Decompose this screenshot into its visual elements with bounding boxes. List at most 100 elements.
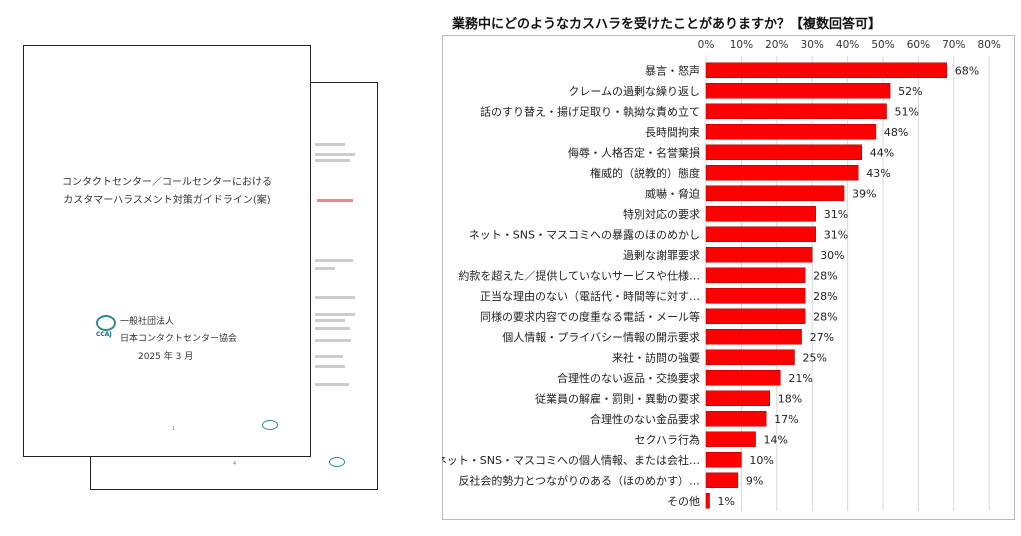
value-label: 52% [898, 85, 922, 98]
logo-text: CCAJ [96, 331, 112, 338]
bar [705, 83, 891, 99]
category-label: 特別対応の要求 [623, 207, 700, 221]
text-line [315, 383, 349, 386]
category-label: 来社・訪問の強要 [612, 350, 700, 364]
bar [705, 226, 816, 242]
value-label: 1% [718, 495, 735, 508]
category-label: ネット・SNS・マスコミへの個人情報、または会社… [442, 453, 700, 467]
value-label: 17% [774, 413, 798, 426]
document-front-page: コンタクトセンター／コールセンターにおける カスタマーハラスメント対策ガイドライ… [23, 45, 311, 457]
bar [705, 144, 863, 160]
category-label: 従業員の解雇・罰則・異動の要求 [535, 391, 700, 405]
logo-icon [262, 420, 278, 430]
bar [705, 288, 806, 304]
value-label: 39% [852, 187, 876, 200]
x-tick-label: 40% [836, 39, 859, 51]
x-tick-label: 10% [730, 39, 753, 51]
category-label: 長時間拘束 [645, 125, 700, 139]
category-label: 約款を超えた／提供していないサービスや仕様… [458, 268, 700, 282]
category-label: 暴言・怒声 [645, 63, 700, 77]
value-label: 27% [810, 331, 834, 344]
page-number: 4 [233, 461, 237, 467]
bar [705, 124, 877, 140]
text-line [315, 143, 345, 146]
x-tick-label: 20% [765, 39, 788, 51]
x-tick-label: 30% [801, 39, 824, 51]
category-label: 合理性のない金品要求 [590, 412, 700, 426]
bar [705, 349, 795, 365]
document-title-line-2: カスタマーハラスメント対策ガイドライン(案) [63, 195, 271, 206]
x-tick-label: 60% [907, 39, 930, 51]
bar [705, 472, 739, 488]
category-label: 個人情報・プライバシー情報の開示要求 [502, 331, 700, 344]
text-line-red [317, 199, 353, 202]
ccaj-logo-icon: CCAJ [96, 314, 118, 338]
x-tick-label: 50% [871, 39, 894, 51]
bar [705, 390, 770, 406]
text-line [315, 313, 355, 316]
category-label: 侮辱・人格否定・名誉棄損 [568, 145, 700, 159]
value-label: 51% [895, 105, 919, 118]
category-label: 話のすり替え・揚げ足取り・執拗な責め立て [480, 104, 700, 118]
value-label: 28% [813, 310, 837, 323]
bar [705, 493, 710, 509]
page-number: 1 [172, 426, 176, 432]
category-label: 反社会的勢力とつながりのある（ほのめかす）… [458, 473, 700, 487]
text-line [315, 327, 350, 330]
document-title-line-1: コンタクトセンター／コールセンターにおける [62, 177, 272, 188]
bar [705, 329, 802, 345]
bar [705, 411, 767, 427]
x-tick-label: 80% [978, 39, 1001, 51]
chart-frame [442, 35, 1015, 520]
org-type: 一般社団法人 [120, 317, 175, 327]
text-line [315, 267, 335, 270]
x-tick-label: 70% [942, 39, 965, 51]
text-line [315, 153, 355, 156]
bar [705, 206, 816, 222]
value-label: 14% [764, 433, 788, 446]
bar [705, 267, 806, 283]
category-label: 同様の要求内容での度重なる電話・メール等 [480, 309, 700, 323]
value-label: 21% [788, 372, 812, 385]
category-label: セクハラ行為 [635, 432, 700, 446]
value-label: 10% [749, 454, 773, 467]
bar-chart: 0% 10% 20% 30% 40% 50% 60% 70% 80% 暴言・怒声 68% クレームの過… [442, 39, 1001, 511]
value-label: 28% [813, 290, 837, 303]
category-label: 正当な理由のない（電話代・時間等に対す… [480, 289, 700, 303]
bar [705, 370, 781, 386]
text-line [315, 339, 351, 342]
bar [705, 431, 756, 447]
value-label: 31% [824, 228, 848, 241]
text-line [315, 365, 345, 368]
bar [705, 308, 806, 324]
category-label: クレームの過剰な繰り返し [568, 84, 700, 98]
category-label: その他 [667, 495, 700, 508]
value-label: 28% [813, 269, 837, 282]
bar [705, 103, 887, 119]
category-label: 合理性のない返品・交換要求 [557, 371, 700, 385]
bar [705, 165, 859, 181]
value-label: 31% [824, 208, 848, 221]
category-label: ネット・SNS・マスコミへの暴露のほのめかし [469, 228, 700, 241]
value-label: 43% [866, 167, 890, 180]
text-line [315, 159, 350, 162]
value-label: 9% [746, 474, 763, 487]
bar [705, 452, 742, 468]
value-label: 30% [820, 249, 844, 262]
text-line [315, 319, 345, 322]
category-label: 威嚇・脅迫 [645, 186, 700, 200]
text-line [315, 259, 353, 262]
text-line [315, 296, 355, 299]
bar [705, 247, 813, 263]
chart-title: 業務中にどのようなカスハラを受けたことがありますか？【複数回答可】 [452, 17, 882, 32]
category-label: 過剰な謝罪要求 [623, 248, 700, 262]
bar [705, 62, 947, 78]
logo-icon [329, 457, 345, 467]
value-label: 48% [884, 126, 908, 139]
text-line [315, 355, 343, 358]
x-tick-label: 0% [698, 39, 715, 51]
value-label: 68% [955, 64, 979, 77]
org-name: 日本コンタクトセンター協会 [120, 334, 238, 344]
bar [705, 185, 845, 201]
value-label: 44% [870, 146, 894, 159]
